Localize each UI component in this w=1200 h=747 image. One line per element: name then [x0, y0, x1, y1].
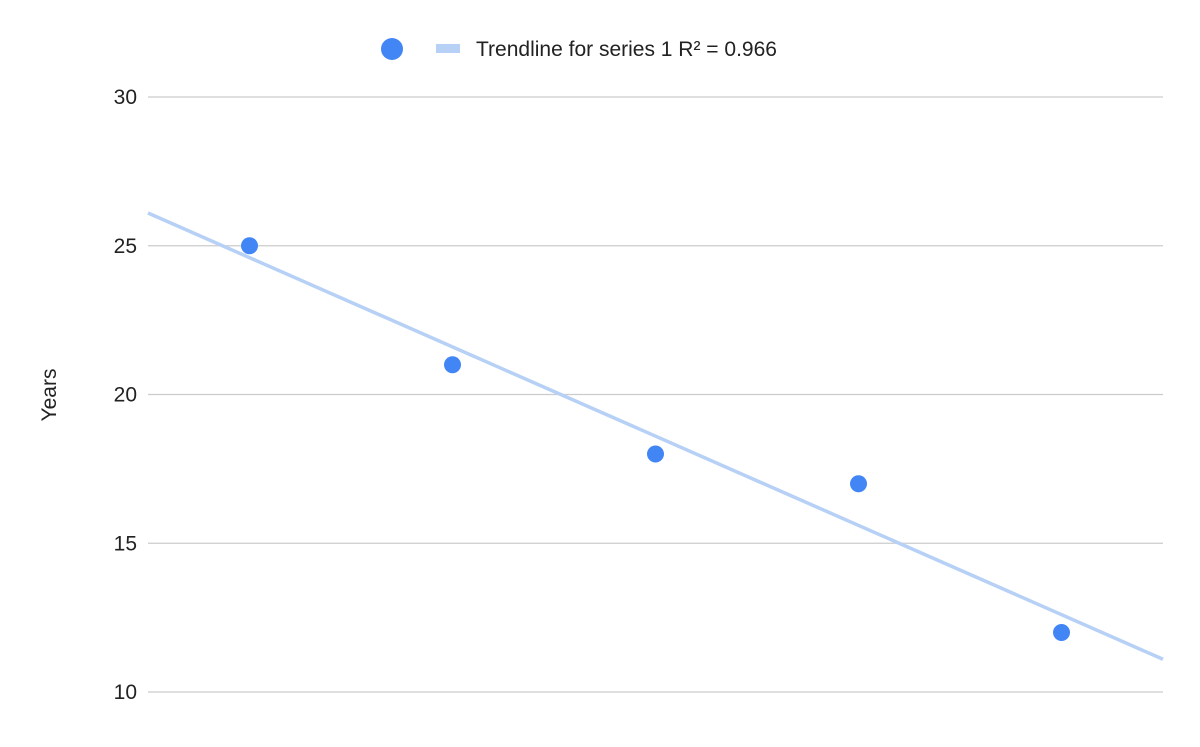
y-tick-label-30: 30 [114, 86, 137, 109]
data-point-2 [444, 356, 461, 374]
legend-trendline-swatch-icon [436, 44, 460, 53]
trendline [147, 211, 1164, 661]
y-tick-label-10: 10 [114, 681, 137, 704]
trendline-layer [147, 211, 1164, 661]
legend: Trendline for series 1 R² = 0.966 [381, 38, 777, 61]
data-points [241, 237, 1070, 641]
y-tick-label-25: 25 [114, 235, 137, 258]
y-tick-labels: 10 15 20 25 30 [114, 86, 137, 704]
legend-trendline-label: Trendline for series 1 R² = 0.966 [476, 38, 777, 61]
data-point-5 [1053, 624, 1070, 641]
gridlines [148, 96, 1163, 693]
data-point-4 [850, 475, 867, 493]
y-tick-label-15: 15 [114, 532, 137, 555]
legend-series-marker-icon [381, 38, 403, 60]
y-axis-title: Years [38, 369, 61, 422]
y-tick-label-20: 20 [114, 384, 137, 407]
data-point-1 [241, 237, 258, 255]
data-point-3 [647, 445, 664, 463]
